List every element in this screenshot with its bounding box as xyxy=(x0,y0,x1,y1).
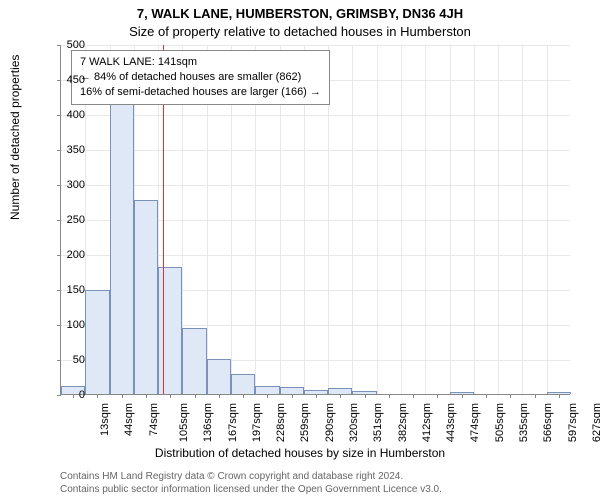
xtick-mark xyxy=(365,394,366,398)
xtick-mark xyxy=(97,394,98,398)
gridline-v xyxy=(547,45,548,394)
histogram-bar xyxy=(110,94,134,394)
annotation-line1: 7 WALK LANE: 141sqm xyxy=(80,55,321,70)
annotation-line3: 16% of semi-detached houses are larger (… xyxy=(80,85,321,100)
xtick-mark xyxy=(535,394,536,398)
footer-text: Contains HM Land Registry data © Crown c… xyxy=(60,470,442,496)
xtick-label: 627sqm xyxy=(591,403,600,442)
xtick-mark xyxy=(340,394,341,398)
gridline-v xyxy=(450,45,451,394)
xtick-mark xyxy=(316,394,317,398)
ytick-label: 0 xyxy=(55,389,85,401)
gridline-v xyxy=(401,45,402,394)
ytick-label: 200 xyxy=(55,249,85,261)
xtick-label: 13sqm xyxy=(99,403,111,436)
xtick-mark xyxy=(292,394,293,398)
xtick-label: 259sqm xyxy=(300,403,312,442)
annotation-box: 7 WALK LANE: 141sqm ← 84% of detached ho… xyxy=(71,50,330,105)
gridline-v xyxy=(352,45,353,394)
ytick-label: 100 xyxy=(55,319,85,331)
histogram-bar xyxy=(255,386,279,394)
ytick-label: 150 xyxy=(55,284,85,296)
y-axis-label: Number of detached properties xyxy=(8,55,22,220)
gridline-v xyxy=(474,45,475,394)
gridline-h xyxy=(61,185,570,186)
xtick-mark xyxy=(219,394,220,398)
ytick-label: 350 xyxy=(55,144,85,156)
xtick-mark xyxy=(389,394,390,398)
ytick-label: 50 xyxy=(55,354,85,366)
gridline-v xyxy=(522,45,523,394)
ytick-label: 400 xyxy=(55,109,85,121)
xtick-label: 105sqm xyxy=(178,403,190,442)
xtick-mark xyxy=(243,394,244,398)
histogram-bar xyxy=(280,387,304,394)
xtick-mark xyxy=(267,394,268,398)
ytick-label: 500 xyxy=(55,39,85,51)
ytick-label: 450 xyxy=(55,74,85,86)
gridline-v xyxy=(377,45,378,394)
gridline-v xyxy=(498,45,499,394)
xtick-label: 290sqm xyxy=(324,403,336,442)
annotation-line2: ← 84% of detached houses are smaller (86… xyxy=(80,70,321,85)
gridline-h xyxy=(61,150,570,151)
xtick-label: 474sqm xyxy=(470,403,482,442)
xtick-label: 505sqm xyxy=(494,403,506,442)
xtick-label: 197sqm xyxy=(251,403,263,442)
ytick-label: 250 xyxy=(55,214,85,226)
xtick-mark xyxy=(437,394,438,398)
xtick-label: 228sqm xyxy=(275,403,287,442)
chart-title-address: 7, WALK LANE, HUMBERSTON, GRIMSBY, DN36 … xyxy=(0,6,600,21)
xtick-label: 167sqm xyxy=(227,403,239,442)
xtick-mark xyxy=(122,394,123,398)
xtick-label: 597sqm xyxy=(567,403,579,442)
histogram-bar xyxy=(85,290,109,394)
plot-area: 7 WALK LANE: 141sqm ← 84% of detached ho… xyxy=(60,45,570,395)
histogram-bar xyxy=(231,374,255,394)
gridline-h xyxy=(61,115,570,116)
histogram-bar xyxy=(207,359,231,394)
xtick-label: 535sqm xyxy=(518,403,530,442)
xtick-mark xyxy=(510,394,511,398)
histogram-bar xyxy=(182,328,206,395)
xtick-mark xyxy=(413,394,414,398)
xtick-label: 351sqm xyxy=(372,403,384,442)
ytick-label: 300 xyxy=(55,179,85,191)
xtick-label: 74sqm xyxy=(148,403,160,436)
gridline-h xyxy=(61,45,570,46)
xtick-mark xyxy=(195,394,196,398)
footer-line1: Contains HM Land Registry data © Crown c… xyxy=(60,470,442,483)
xtick-mark xyxy=(146,394,147,398)
xtick-label: 382sqm xyxy=(397,403,409,442)
footer-line2: Contains public sector information licen… xyxy=(60,483,442,496)
xtick-label: 320sqm xyxy=(348,403,360,442)
xtick-mark xyxy=(486,394,487,398)
xtick-mark xyxy=(170,394,171,398)
xtick-label: 136sqm xyxy=(202,403,214,442)
histogram-bar xyxy=(134,200,158,394)
xtick-label: 443sqm xyxy=(445,403,457,442)
histogram-bar xyxy=(158,267,182,394)
xtick-mark xyxy=(559,394,560,398)
gridline-v xyxy=(425,45,426,394)
xtick-label: 44sqm xyxy=(123,403,135,436)
xtick-label: 566sqm xyxy=(542,403,554,442)
x-axis-label: Distribution of detached houses by size … xyxy=(0,446,600,460)
xtick-label: 412sqm xyxy=(421,403,433,442)
chart-subtitle: Size of property relative to detached ho… xyxy=(0,24,600,39)
xtick-mark xyxy=(462,394,463,398)
